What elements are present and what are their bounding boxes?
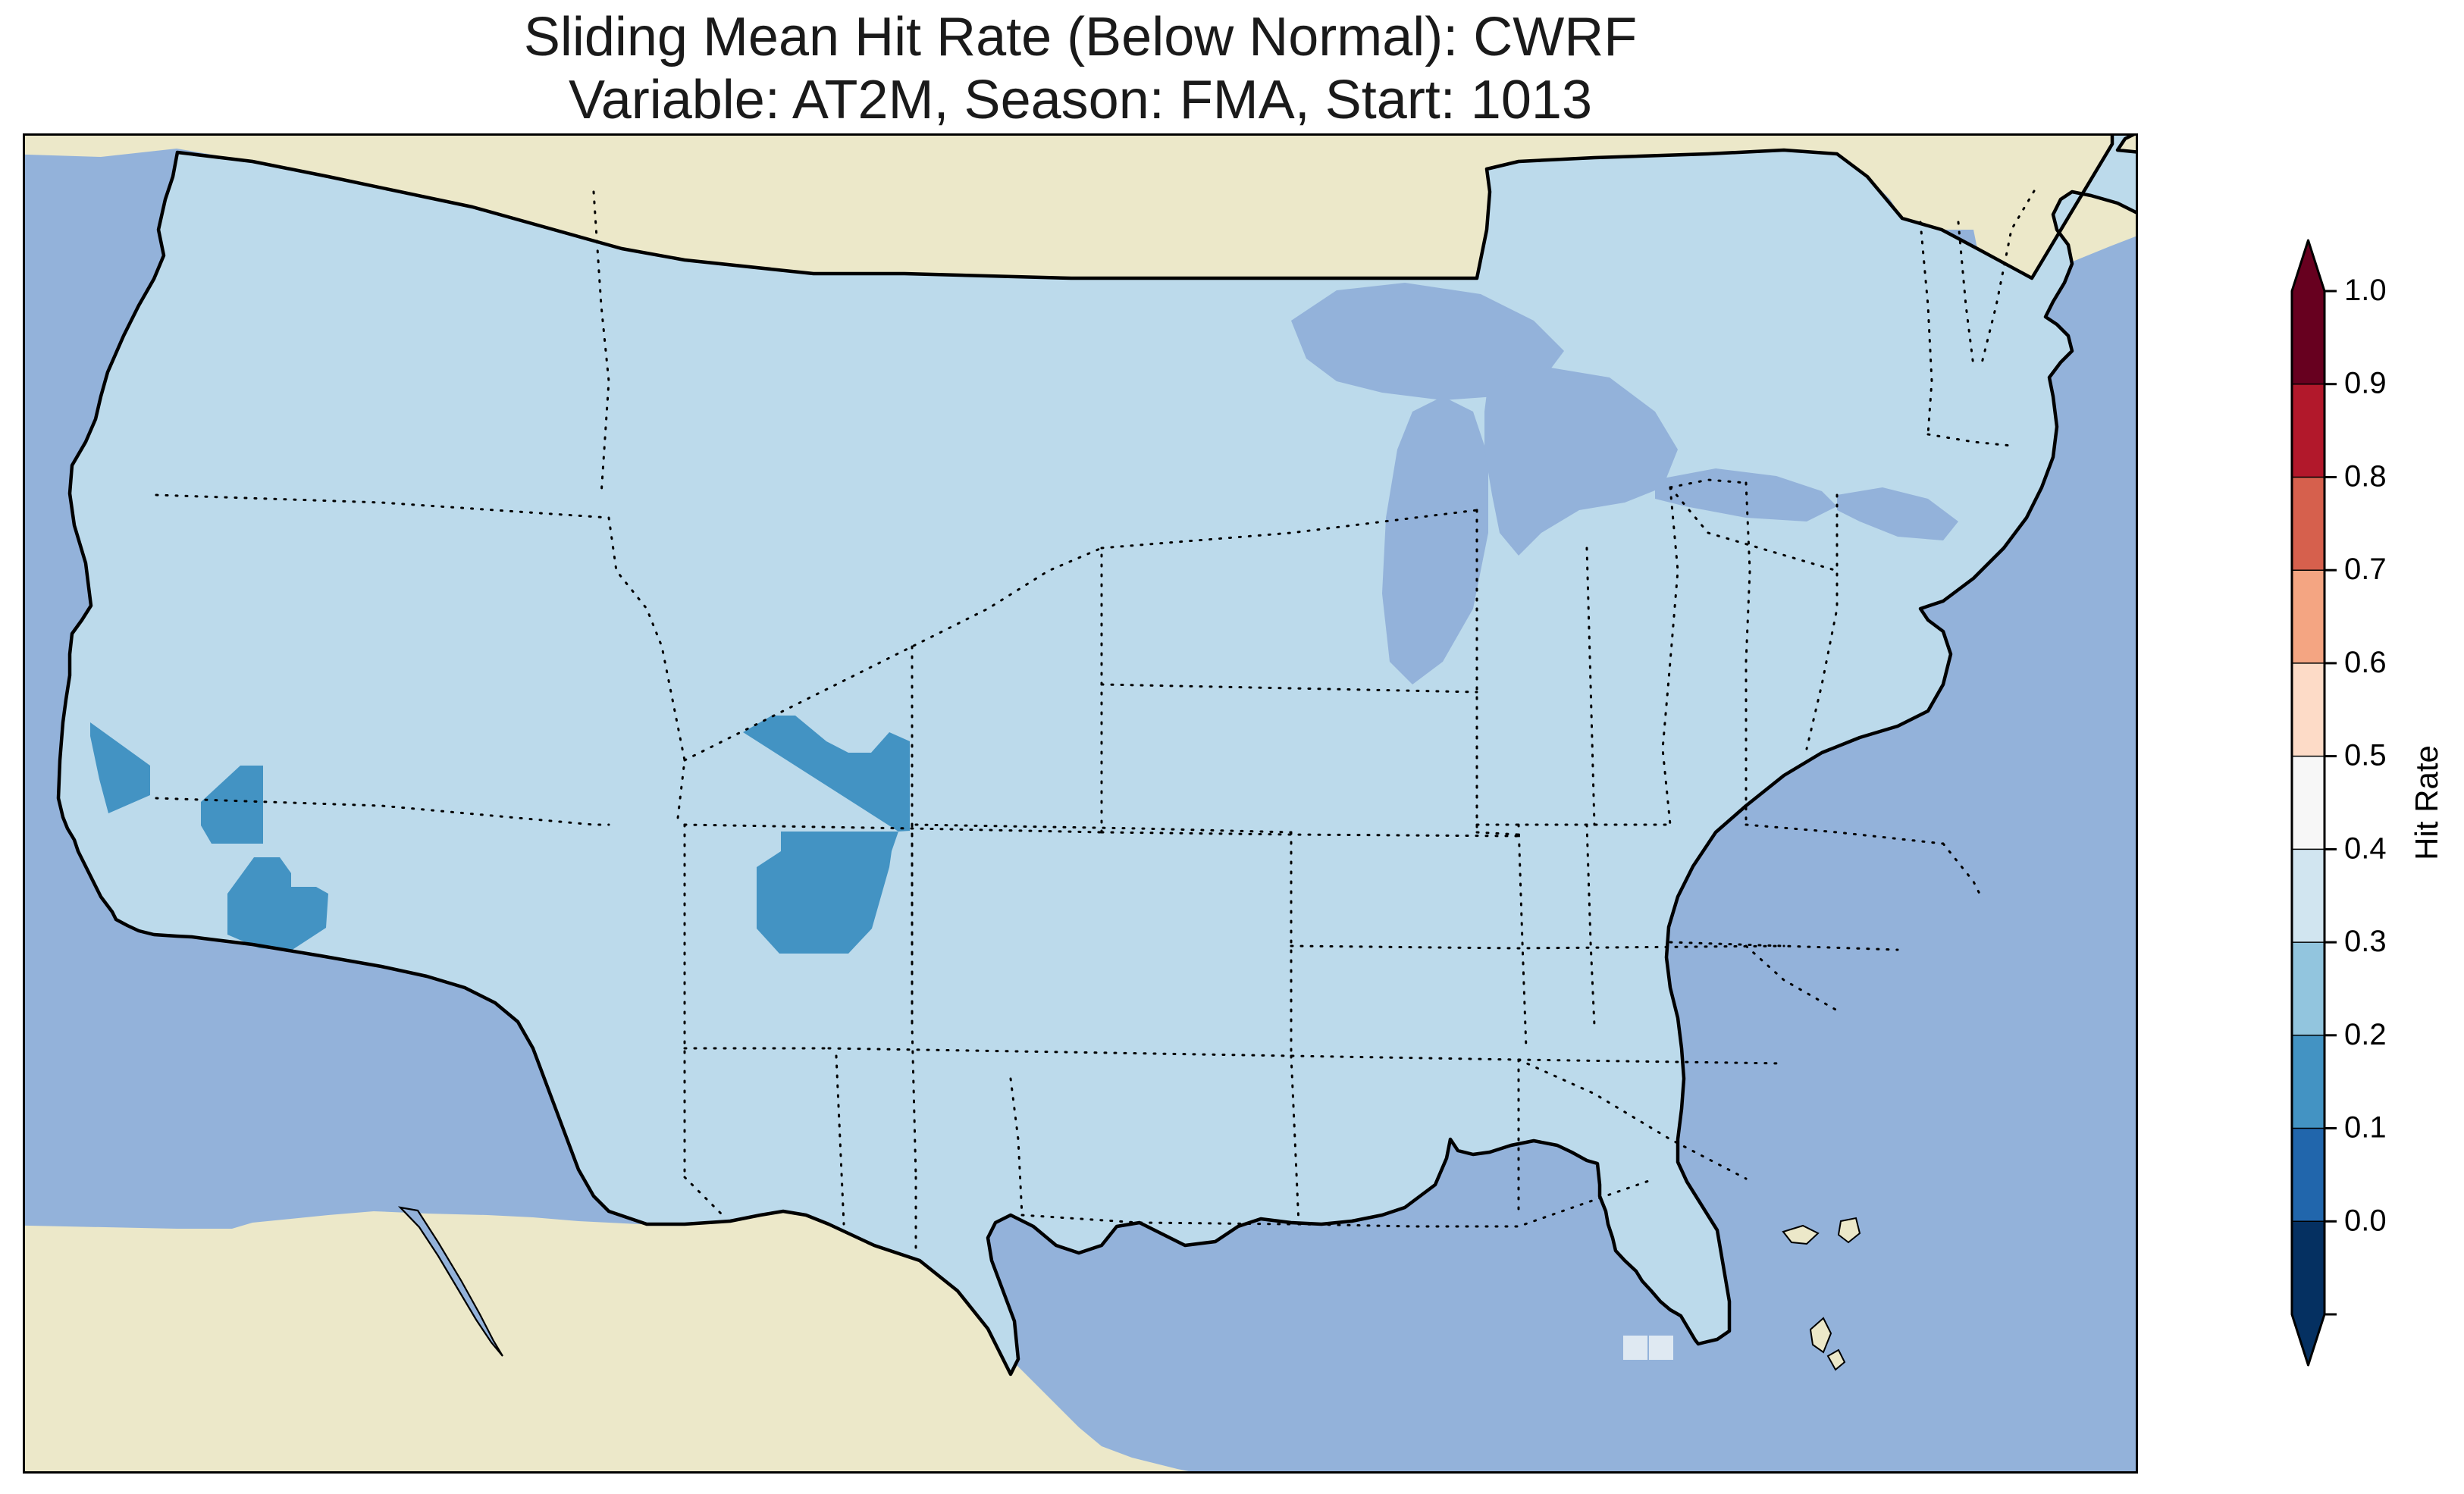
svg-text:0.3: 0.3 (2344, 925, 2387, 958)
svg-text:0.1: 0.1 (2344, 1111, 2387, 1145)
svg-text:0.7: 0.7 (2344, 553, 2387, 586)
svg-text:0.6: 0.6 (2344, 646, 2387, 679)
svg-text:0.9: 0.9 (2344, 367, 2387, 400)
svg-text:0.4: 0.4 (2344, 832, 2387, 865)
svg-text:0.5: 0.5 (2344, 739, 2387, 772)
svg-text:1.0: 1.0 (2344, 274, 2387, 307)
svg-text:0.2: 0.2 (2344, 1018, 2387, 1051)
svg-text:0.0: 0.0 (2344, 1204, 2387, 1237)
svg-text:0.8: 0.8 (2344, 460, 2387, 493)
svg-text:Hit Rate: Hit Rate (2409, 745, 2444, 860)
